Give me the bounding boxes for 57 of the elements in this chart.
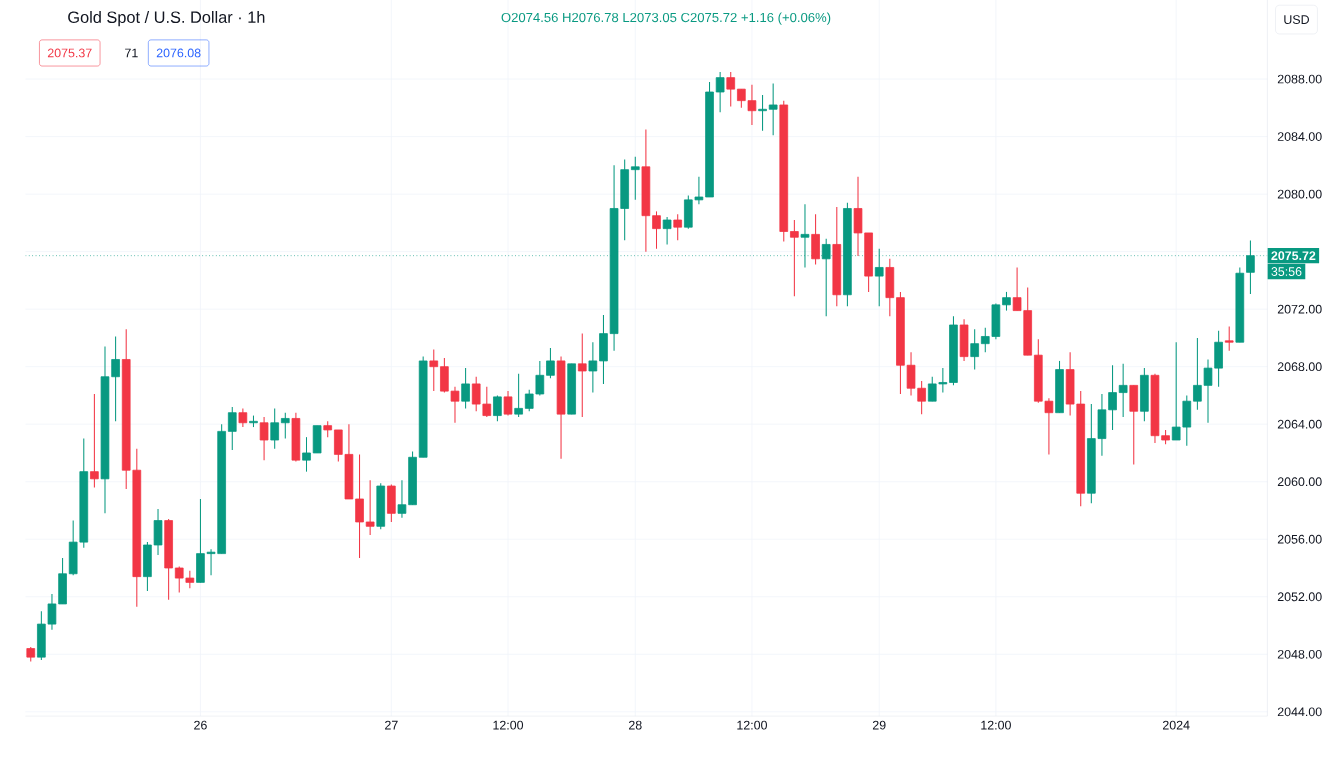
candlestick bbox=[259, 416, 269, 461]
ref-line-label: 2075.72 bbox=[1271, 251, 1316, 260]
x-tick-label: 26 bbox=[194, 720, 207, 730]
y-tick-label: 2072.00 bbox=[1277, 304, 1322, 314]
candlestick bbox=[768, 82, 778, 136]
candlestick bbox=[1118, 363, 1128, 418]
candlestick bbox=[758, 94, 767, 132]
x-tick-label: 28 bbox=[628, 720, 642, 730]
candlestick bbox=[662, 216, 672, 245]
y-tick-label: 2064.00 bbox=[1277, 419, 1322, 429]
y-tick-label: 2080.00 bbox=[1277, 189, 1322, 199]
candlestick bbox=[280, 412, 290, 439]
text: 35:56 bbox=[1271, 266, 1302, 276]
annotation: 2076.08 bbox=[156, 48, 201, 58]
candlestick bbox=[365, 479, 375, 536]
candlestick bbox=[238, 407, 248, 428]
y-tick-label: 2056.00 bbox=[1277, 534, 1322, 544]
candlestick bbox=[546, 347, 555, 379]
y-tick-label: 2060.00 bbox=[1277, 477, 1322, 486]
candlestick bbox=[800, 203, 810, 268]
candlestick bbox=[302, 436, 311, 473]
candlestick bbox=[630, 156, 640, 201]
candlestick bbox=[652, 210, 661, 250]
text: Gold Spot / U.S. Dollar · 1h bbox=[68, 10, 265, 27]
x-tick-label: 29 bbox=[872, 720, 886, 730]
annotation: 2075.37 bbox=[47, 48, 92, 58]
candlestick bbox=[588, 341, 598, 393]
candlestick bbox=[493, 394, 502, 422]
y-tick-label: 2052.00 bbox=[1277, 592, 1322, 602]
x-tick-label: 12:00 bbox=[493, 720, 524, 730]
x-tick-label: 12:00 bbox=[981, 720, 1011, 730]
candlestick bbox=[970, 328, 979, 370]
candlestick bbox=[461, 367, 470, 409]
candlestick bbox=[90, 393, 99, 488]
candlestick bbox=[429, 348, 439, 392]
candlestick bbox=[270, 407, 279, 450]
text: USD bbox=[1284, 15, 1309, 24]
y-tick-label: 2068.00 bbox=[1277, 362, 1322, 371]
candlestick bbox=[577, 332, 587, 418]
x-tick-label: 2024 bbox=[1162, 720, 1190, 730]
candlestick bbox=[726, 71, 736, 107]
candlestick bbox=[790, 219, 799, 297]
candlestick bbox=[227, 406, 237, 451]
candlestick bbox=[715, 71, 725, 113]
candlestick bbox=[1002, 291, 1011, 311]
y-tick-label: 2048.00 bbox=[1277, 649, 1322, 659]
candlestick bbox=[503, 390, 513, 416]
text: O2074.56 H2076.78 L2073.05 C2075.72 +1.16 (+0.06%) bbox=[501, 12, 831, 25]
x-tick-label: 27 bbox=[385, 720, 398, 730]
y-tick-label: 2088.00 bbox=[1277, 74, 1322, 84]
candlestick bbox=[514, 373, 523, 418]
x-tick-label: 12:00 bbox=[737, 720, 767, 730]
annotation: 71 bbox=[125, 48, 138, 58]
candlestick bbox=[673, 213, 683, 241]
y-tick-label: 2044.00 bbox=[1277, 707, 1322, 717]
candlestick bbox=[1224, 325, 1234, 352]
y-tick-label: 2084.00 bbox=[1277, 132, 1322, 141]
